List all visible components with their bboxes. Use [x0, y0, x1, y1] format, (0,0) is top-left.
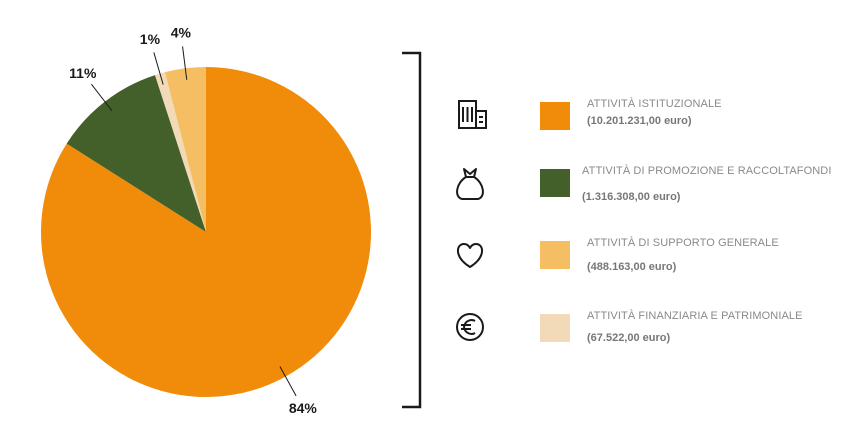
leader-line — [153, 52, 164, 85]
leader-line — [279, 366, 297, 397]
legend-bracket — [402, 51, 422, 409]
leader-line — [90, 83, 113, 112]
leader-line — [182, 46, 188, 80]
slice-label: 84% — [289, 400, 318, 416]
pie-slice-84-percent — [40, 67, 371, 397]
slice-label: 11% — [69, 65, 97, 81]
slice-label: 4% — [171, 25, 192, 41]
pie-slice-1-percent — [155, 72, 206, 232]
pie-slice-11-percent — [66, 75, 207, 232]
pie-slice-4-percent — [164, 67, 206, 232]
slice-label: 1% — [140, 31, 161, 47]
